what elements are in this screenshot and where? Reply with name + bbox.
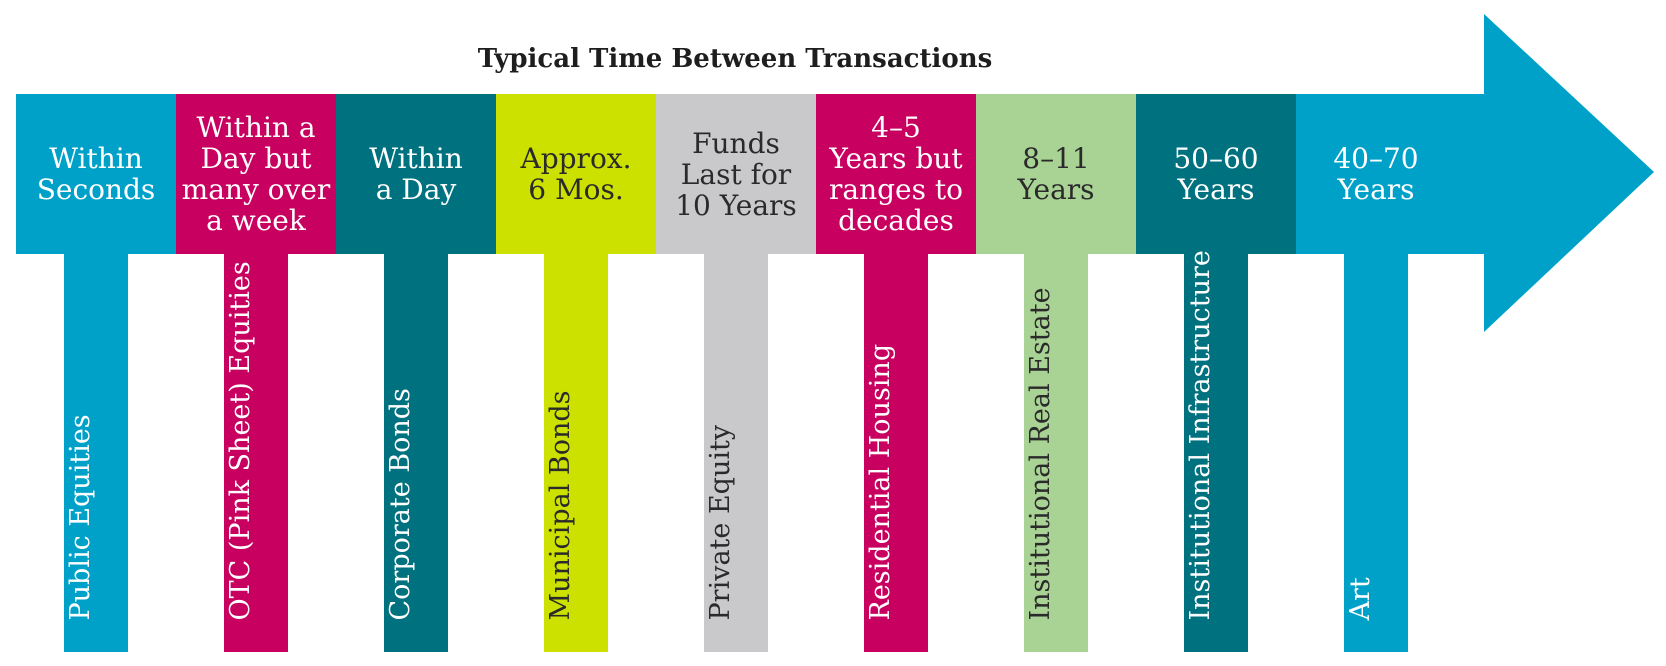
- asset-label: OTC (Pink Sheet) Equities: [225, 261, 256, 621]
- period-box: Approx. 6 Mos.: [496, 94, 656, 254]
- period-box: 4–5 Years but ranges to decades: [816, 94, 976, 254]
- asset-stem: Institutional Real Estate: [1024, 254, 1088, 652]
- asset-label: Municipal Bonds: [545, 390, 576, 621]
- period-box: Within a Day but many over a week: [176, 94, 336, 254]
- asset-stems: Public Equities OTC (Pink Sheet) Equities…: [0, 250, 1666, 652]
- asset-stem: Public Equities: [64, 254, 128, 652]
- period-boxes: Within Seconds Within a Day but many over…: [16, 94, 1456, 254]
- period-label: Within a Day: [369, 142, 463, 206]
- asset-label: Institutional Infrastructure: [1185, 250, 1216, 621]
- period-label: 40–70 Years: [1333, 142, 1419, 206]
- asset-label: Corporate Bonds: [385, 388, 416, 621]
- period-box: 8–11 Years: [976, 94, 1136, 254]
- asset-stem: Institutional Infrastructure: [1184, 250, 1248, 652]
- period-label: Within Seconds: [36, 142, 156, 206]
- asset-stem: Private Equity: [704, 254, 768, 652]
- period-box: Funds Last for 10 Years: [656, 94, 816, 254]
- asset-stem: Art: [1344, 254, 1408, 652]
- period-label: Funds Last for 10 Years: [675, 126, 797, 222]
- asset-label: Public Equities: [65, 414, 96, 621]
- period-label: Within a Day but many over a week: [181, 111, 331, 237]
- period-box: 40–70 Years: [1296, 94, 1456, 254]
- period-label: Approx. 6 Mos.: [520, 142, 632, 206]
- asset-label: Private Equity: [705, 424, 736, 621]
- diagram-title: Typical Time Between Transactions: [477, 44, 993, 74]
- period-box: Within Seconds: [16, 94, 176, 254]
- period-box: Within a Day: [336, 94, 496, 254]
- period-label: 4–5 Years but ranges to decades: [829, 111, 963, 237]
- period-label: 8–11 Years: [1017, 142, 1095, 206]
- period-box: 50–60 Years: [1136, 94, 1296, 254]
- asset-stem: Residential Housing: [864, 254, 928, 652]
- asset-stem: Corporate Bonds: [384, 254, 448, 652]
- asset-label: Institutional Real Estate: [1025, 287, 1056, 621]
- asset-stem: Municipal Bonds: [544, 254, 608, 652]
- asset-stem: OTC (Pink Sheet) Equities: [224, 254, 288, 652]
- asset-label: Residential Housing: [865, 343, 896, 621]
- asset-label: Art: [1345, 577, 1376, 621]
- period-label: 50–60 Years: [1173, 142, 1259, 206]
